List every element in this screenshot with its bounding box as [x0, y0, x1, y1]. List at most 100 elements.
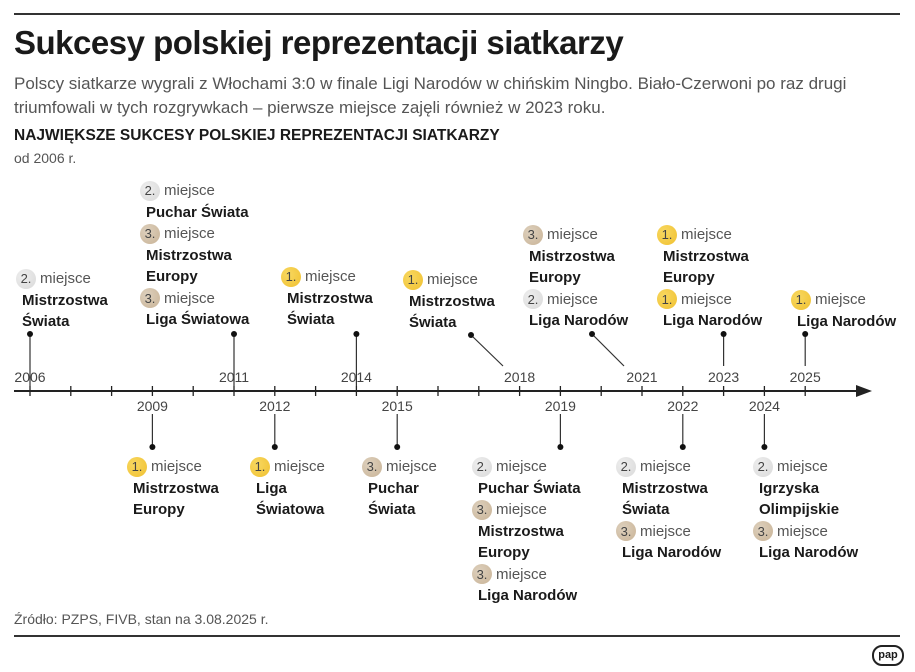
timeline-entry-2014: 1. miejsce Mistrzostwa Świata [281, 266, 387, 331]
event-name: Puchar Świata [146, 203, 249, 221]
event-name: Mistrzostwa Europy [146, 246, 232, 286]
timeline-entry-2011: 2. miejsce Puchar Świata 3. miejsce Mistrzost… [140, 180, 266, 331]
year-label: 2021 [626, 369, 658, 385]
medal-badge-icon: 3. [472, 564, 492, 585]
result-place: 1. miejsce [403, 269, 509, 291]
place-label: miejsce [164, 182, 215, 199]
timeline-entry-2012: 1. miejsce Liga Światowa [250, 456, 336, 521]
medal-badge-icon: 1. [791, 289, 811, 310]
year-label: 2014 [340, 369, 372, 385]
place-label: miejsce [496, 501, 547, 518]
event-name: Puchar Świata [478, 479, 581, 497]
place-label: miejsce [427, 271, 478, 288]
timeline-entry-2018: 1. miejsce Mistrzostwa Świata [403, 269, 509, 334]
result-place: 2. miejsce [753, 456, 874, 478]
result-place: 2. miejsce [16, 268, 122, 290]
entry-connector [591, 333, 625, 367]
result-place: 3. miejsce [472, 499, 593, 521]
year-label: 2023 [708, 369, 740, 385]
entry-dot [353, 331, 360, 337]
axis-arrow-icon [856, 385, 872, 397]
year-label: 2018 [504, 369, 536, 385]
event-name: Liga Narodów [663, 312, 763, 329]
medal-badge-icon: 2. [616, 456, 636, 477]
medal-badge-icon: 3. [523, 224, 543, 245]
timeline-entry-2006: 2. miejsce Mistrzostwa Świata [16, 268, 122, 333]
medal-badge-icon: 2. [140, 180, 160, 201]
medal-badge-icon: 1. [250, 456, 270, 477]
page-title: Sukcesy polskiej reprezentacji siatkarzy [14, 24, 624, 61]
entry-dot [394, 444, 401, 450]
event-name: Mistrzostwa Świata [22, 291, 108, 331]
timeline-entry-2021: 3. miejsce Mistrzostwa Europy 2. miejsce Liga… [523, 224, 644, 332]
medal-badge-icon: 1. [403, 269, 423, 290]
result-place: 1. miejsce [657, 224, 773, 246]
year-label: 2012 [259, 398, 291, 414]
lead-text: Polscy siatkarze wygrali z Włochami 3:0 … [14, 74, 847, 117]
result-place: 3. miejsce [362, 456, 448, 478]
entry-dot [557, 444, 564, 450]
year-label: 2015 [381, 398, 413, 414]
medal-badge-icon: 3. [472, 499, 492, 520]
medal-badge-icon: 3. [362, 456, 382, 477]
year-label: 2022 [667, 398, 699, 414]
event-name: Mistrzostwa Świata [409, 292, 495, 332]
year-label: 2025 [789, 369, 821, 385]
medal-badge-icon: 2. [523, 289, 543, 310]
place-label: miejsce [386, 458, 437, 475]
year-label: 2024 [748, 398, 780, 414]
result-place: 1. miejsce [281, 266, 387, 288]
place-label: miejsce [151, 458, 202, 475]
year-label: 2019 [544, 398, 576, 414]
source-note: Źródło: PZPS, FIVB, stan na 3.08.2025 r. [14, 611, 269, 627]
event-name: Liga Narodów [478, 587, 578, 604]
medal-badge-icon: 2. [16, 268, 36, 289]
place-label: miejsce [547, 290, 598, 308]
event-name: Liga Narodów [622, 544, 722, 561]
year-label: 2006 [14, 369, 46, 385]
medal-badge-icon: 3. [616, 521, 636, 542]
event-name: Mistrzostwa Europy [478, 522, 564, 562]
entry-dot [589, 331, 595, 337]
place-label: miejsce [777, 458, 828, 475]
bottom-rule [14, 635, 900, 637]
event-name: Liga Światowa [146, 311, 250, 328]
event-name: Mistrzostwa Europy [529, 247, 615, 287]
result-place: 2. miejsce [472, 456, 593, 478]
result-place: 3. miejsce [472, 564, 593, 586]
medal-badge-icon: 1. [281, 266, 301, 287]
entry-connector [470, 334, 504, 367]
entry-dot [679, 444, 686, 450]
entry-dot [27, 331, 33, 337]
result-place: 3. miejsce [140, 223, 266, 245]
entry-dot [149, 444, 156, 450]
place-label: miejsce [40, 270, 91, 287]
medal-badge-icon: 3. [140, 288, 160, 309]
place-label: miejsce [305, 268, 356, 285]
year-label: 2009 [136, 398, 168, 414]
timeline-entry-2025: 1. miejsce Liga Narodów [791, 289, 907, 332]
timeline-entry-2023: 1. miejsce Mistrzostwa Europy 1. miejsce Liga… [657, 224, 773, 332]
event-name: Mistrzostwa Europy [133, 479, 219, 519]
result-place: 2. miejsce [140, 180, 266, 202]
result-place: 1. miejsce [250, 456, 336, 478]
result-place: 2. miejsce [523, 289, 644, 311]
entry-dot [761, 444, 768, 450]
place-label: miejsce [777, 522, 828, 540]
medal-badge-icon: 1. [657, 224, 677, 245]
place-label: miejsce [496, 458, 547, 475]
entry-dot [231, 331, 237, 337]
event-name: Mistrzostwa Świata [622, 479, 708, 519]
medal-badge-icon: 3. [140, 223, 160, 244]
event-name: Igrzyska Olimpijskie [759, 479, 840, 519]
result-place: 3. miejsce [140, 288, 266, 310]
since-note: od 2006 r. [14, 150, 77, 166]
result-place: 3. miejsce [523, 224, 644, 246]
event-name: Liga Narodów [797, 312, 897, 330]
entry-dot [720, 331, 727, 337]
place-label: miejsce [164, 225, 215, 242]
medal-badge-icon: 1. [127, 456, 147, 477]
entry-dot [802, 331, 809, 337]
place-label: miejsce [815, 291, 866, 308]
